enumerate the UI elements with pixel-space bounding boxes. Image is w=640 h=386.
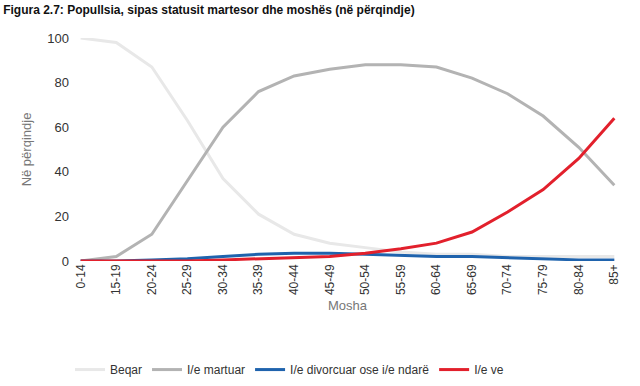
svg-text:35-39: 35-39	[251, 264, 265, 295]
svg-text:Në përqindje: Në përqindje	[19, 113, 34, 187]
svg-text:45-49: 45-49	[323, 264, 337, 295]
svg-text:80: 80	[55, 75, 69, 90]
svg-text:60: 60	[55, 120, 69, 135]
svg-text:I/e martuar: I/e martuar	[187, 363, 245, 377]
svg-text:Mosha: Mosha	[328, 298, 368, 313]
svg-text:70-74: 70-74	[501, 264, 515, 295]
svg-text:100: 100	[47, 31, 69, 46]
svg-text:I/e divorcuar ose i/e ndarë: I/e divorcuar ose i/e ndarë	[290, 363, 429, 377]
svg-text:55-59: 55-59	[394, 264, 408, 295]
svg-text:20-24: 20-24	[145, 264, 159, 295]
svg-text:40: 40	[55, 164, 69, 179]
svg-text:30-34: 30-34	[216, 264, 230, 295]
svg-text:25-29: 25-29	[180, 264, 194, 295]
svg-text:85+: 85+	[607, 264, 621, 284]
svg-text:60-64: 60-64	[429, 264, 443, 295]
svg-text:40-44: 40-44	[287, 264, 301, 295]
svg-text:0: 0	[62, 254, 69, 269]
svg-text:0-14: 0-14	[74, 264, 88, 288]
svg-text:I/e ve: I/e ve	[474, 363, 504, 377]
svg-text:20: 20	[55, 209, 69, 224]
svg-text:50-54: 50-54	[358, 264, 372, 295]
svg-text:80-84: 80-84	[572, 264, 586, 295]
svg-text:75-79: 75-79	[536, 264, 550, 295]
svg-text:65-69: 65-69	[465, 264, 479, 295]
svg-text:Beqar: Beqar	[110, 363, 142, 377]
svg-text:15-19: 15-19	[109, 264, 123, 295]
svg-text:Figura 2.7: Popullsia, sipas s: Figura 2.7: Popullsia, sipas statusit ma…	[3, 3, 414, 17]
